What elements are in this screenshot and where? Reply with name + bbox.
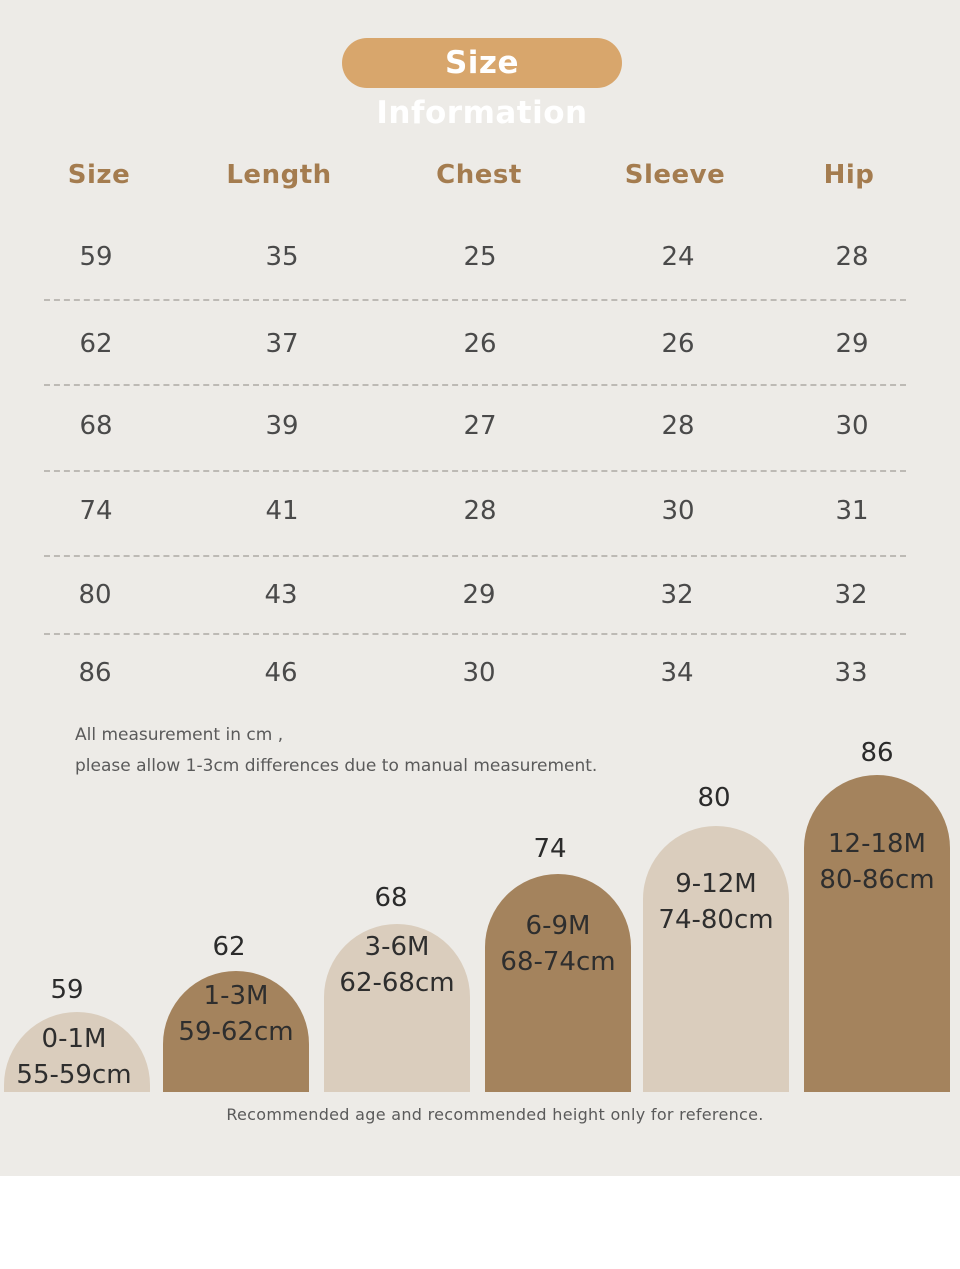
cell-size: 59 bbox=[79, 242, 113, 272]
cell-sleeve: 32 bbox=[660, 580, 694, 610]
arch-size-label: 68 bbox=[374, 883, 408, 913]
arch-age-label: 0-1M bbox=[41, 1024, 107, 1054]
size-arch-59: 0-1M 55-59cm bbox=[4, 1012, 150, 1092]
cell-chest: 30 bbox=[462, 658, 496, 688]
size-arch-74: 6-9M 68-74cm bbox=[485, 874, 631, 1092]
cell-hip: 33 bbox=[834, 658, 868, 688]
cell-sleeve: 26 bbox=[661, 329, 695, 359]
arch-height-label: 62-68cm bbox=[339, 968, 455, 998]
arch-height-label: 68-74cm bbox=[500, 947, 616, 977]
reference-note: Recommended age and recommended height o… bbox=[226, 1105, 764, 1124]
cell-size: 80 bbox=[78, 580, 112, 610]
arch-size-label: 59 bbox=[50, 975, 84, 1005]
cell-sleeve: 28 bbox=[661, 411, 695, 441]
measurement-note: All measurement in cm , bbox=[75, 725, 284, 745]
arch-height-label: 59-62cm bbox=[178, 1017, 294, 1047]
cell-hip: 29 bbox=[835, 329, 869, 359]
header-size: Size bbox=[67, 160, 131, 190]
row-divider bbox=[44, 555, 906, 557]
cell-sleeve: 30 bbox=[661, 496, 695, 526]
arch-age-label: 12-18M bbox=[828, 829, 926, 859]
arch-age-label: 1-3M bbox=[203, 981, 269, 1011]
cell-hip: 28 bbox=[835, 242, 869, 272]
row-divider bbox=[44, 470, 906, 472]
arch-size-label: 62 bbox=[212, 932, 246, 962]
cell-length: 39 bbox=[265, 411, 299, 441]
cell-chest: 28 bbox=[463, 496, 497, 526]
arch-height-label: 80-86cm bbox=[819, 865, 935, 895]
header-length: Length bbox=[226, 160, 332, 190]
cell-size: 68 bbox=[79, 411, 113, 441]
size-arch-62: 1-3M 59-62cm bbox=[163, 971, 309, 1092]
size-info-panel: Size Information Size Length Chest Sleev… bbox=[0, 0, 960, 1176]
cell-hip: 32 bbox=[834, 580, 868, 610]
arch-height-label: 55-59cm bbox=[16, 1060, 132, 1090]
row-divider bbox=[44, 384, 906, 386]
cell-length: 35 bbox=[265, 242, 299, 272]
cell-hip: 31 bbox=[835, 496, 869, 526]
row-divider bbox=[44, 299, 906, 301]
cell-chest: 27 bbox=[463, 411, 497, 441]
arch-age-label: 6-9M bbox=[525, 911, 591, 941]
cell-sleeve: 34 bbox=[660, 658, 694, 688]
header-chest: Chest bbox=[436, 160, 522, 190]
arch-age-label: 3-6M bbox=[364, 932, 430, 962]
size-arch-68: 3-6M 62-68cm bbox=[324, 924, 470, 1092]
arch-size-label: 80 bbox=[697, 783, 731, 813]
arch-size-label: 74 bbox=[533, 834, 567, 864]
arch-size-label: 86 bbox=[860, 738, 894, 768]
cell-chest: 29 bbox=[462, 580, 496, 610]
cell-length: 46 bbox=[264, 658, 298, 688]
size-arch-80: 9-12M 74-80cm bbox=[643, 826, 789, 1092]
header-hip: Hip bbox=[823, 160, 875, 190]
page-title: Size Information bbox=[342, 38, 622, 131]
row-divider bbox=[44, 633, 906, 635]
cell-chest: 25 bbox=[463, 242, 497, 272]
cell-length: 43 bbox=[264, 580, 298, 610]
cell-hip: 30 bbox=[835, 411, 869, 441]
arch-age-label: 9-12M bbox=[675, 869, 757, 899]
cell-size: 86 bbox=[78, 658, 112, 688]
cell-size: 74 bbox=[79, 496, 113, 526]
cell-chest: 26 bbox=[463, 329, 497, 359]
size-arch-86: 12-18M 80-86cm bbox=[804, 775, 950, 1092]
cell-sleeve: 24 bbox=[661, 242, 695, 272]
cell-length: 37 bbox=[265, 329, 299, 359]
measurement-disclaimer: please allow 1-3cm differences due to ma… bbox=[75, 756, 598, 776]
header-sleeve: Sleeve bbox=[624, 160, 726, 190]
cell-size: 62 bbox=[79, 329, 113, 359]
cell-length: 41 bbox=[265, 496, 299, 526]
arch-height-label: 74-80cm bbox=[658, 905, 774, 935]
